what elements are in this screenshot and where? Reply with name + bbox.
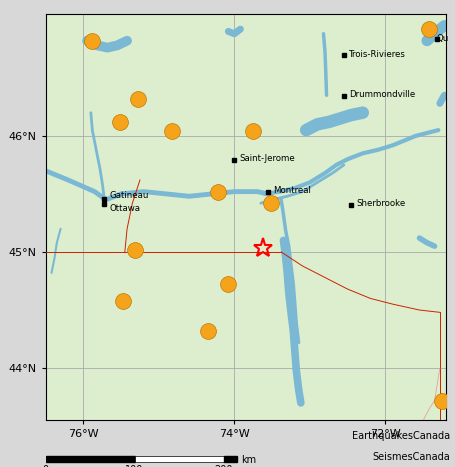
Point [116, 118, 123, 126]
Text: km: km [241, 455, 257, 465]
Point [214, 188, 222, 195]
Point [267, 199, 274, 207]
Bar [135, 456, 223, 462]
Point [204, 327, 212, 335]
Point [169, 127, 176, 135]
Text: Ottawa: Ottawa [110, 204, 141, 213]
Text: 100: 100 [125, 465, 144, 467]
Bar [46, 456, 135, 462]
Point [439, 397, 446, 404]
Text: Qu: Qu [437, 35, 449, 43]
Text: Gatineau: Gatineau [110, 191, 149, 199]
Point [134, 95, 142, 102]
Bar [223, 456, 237, 462]
Point [425, 25, 433, 33]
Point [89, 37, 96, 44]
Point [131, 246, 138, 254]
Text: EarthquakesCanada: EarthquakesCanada [352, 432, 450, 441]
Text: 0: 0 [42, 465, 49, 467]
Text: Montreal: Montreal [273, 186, 311, 195]
Text: SeismesCanada: SeismesCanada [373, 453, 450, 462]
Point [225, 281, 232, 288]
Text: Saint-Jerome: Saint-Jerome [240, 155, 295, 163]
Point [250, 127, 257, 135]
Text: 200: 200 [214, 465, 233, 467]
Text: Trois-Rivieres: Trois-Rivieres [349, 50, 406, 58]
Text: Sherbrooke: Sherbrooke [357, 199, 406, 208]
Text: Drummondville: Drummondville [349, 90, 415, 99]
Point [119, 297, 126, 304]
